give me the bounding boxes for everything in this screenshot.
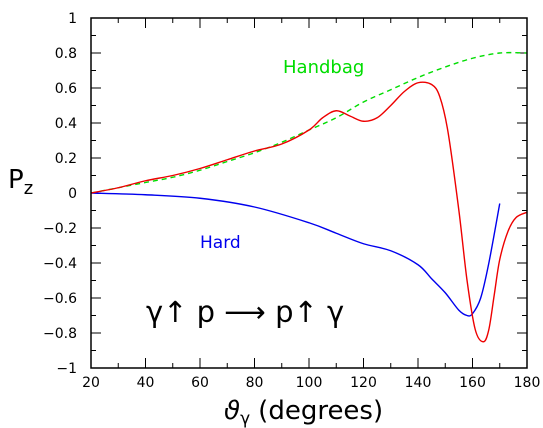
series-line-hard <box>90 192 501 317</box>
x-tick-label: 160 <box>459 375 486 391</box>
tick-labels: 20 40 60 80 100 120 140 160 180 1 0.8 0.6 0.4 0.2 0 −0.… <box>43 11 540 391</box>
plot-frame <box>90 17 528 369</box>
x-axis-title-unit: (degrees) <box>258 396 383 426</box>
y-tick-label: 1 <box>68 11 77 27</box>
y-axis-title-sub: z <box>24 178 33 199</box>
y-axis-title: Pz <box>8 165 33 199</box>
y-tick-label: −0.8 <box>43 326 77 342</box>
x-tick-label: 100 <box>296 375 323 391</box>
y-tick-label: 0.8 <box>55 46 77 62</box>
x-tick-label: 120 <box>350 375 377 391</box>
reaction-label: γ↑ p ⟶ p↑ γ <box>146 295 344 329</box>
y-tick-label: −0.6 <box>43 291 77 307</box>
x-axis-title-sub: γ <box>240 409 250 428</box>
y-tick-label: −1 <box>56 361 77 377</box>
x-tick-label: 20 <box>82 375 100 391</box>
x-tick-label: 40 <box>137 375 155 391</box>
y-tick-label: 0.4 <box>55 116 77 132</box>
x-tick-label: 60 <box>191 375 209 391</box>
y-axis-title-main: P <box>8 165 24 195</box>
y-tick-label: −0.4 <box>43 256 77 272</box>
x-tick-label: 80 <box>246 375 264 391</box>
y-tick-label: −0.2 <box>43 221 77 237</box>
x-tick-label: 140 <box>405 375 432 391</box>
x-axis-title: ϑγ (degrees) <box>224 396 383 428</box>
y-tick-label: 0.2 <box>55 151 77 167</box>
y-tick-label: 0.6 <box>55 81 77 97</box>
series-lines <box>90 51 528 343</box>
y-tick-label: 0 <box>68 186 77 202</box>
x-tick-label: 180 <box>514 375 541 391</box>
series-line-unlabeled-2 <box>90 81 528 343</box>
series-label-handbag: Handbag <box>283 57 364 78</box>
x-axis-title-symbol: ϑ <box>224 396 240 426</box>
series-label-hard: Hard <box>200 233 241 253</box>
